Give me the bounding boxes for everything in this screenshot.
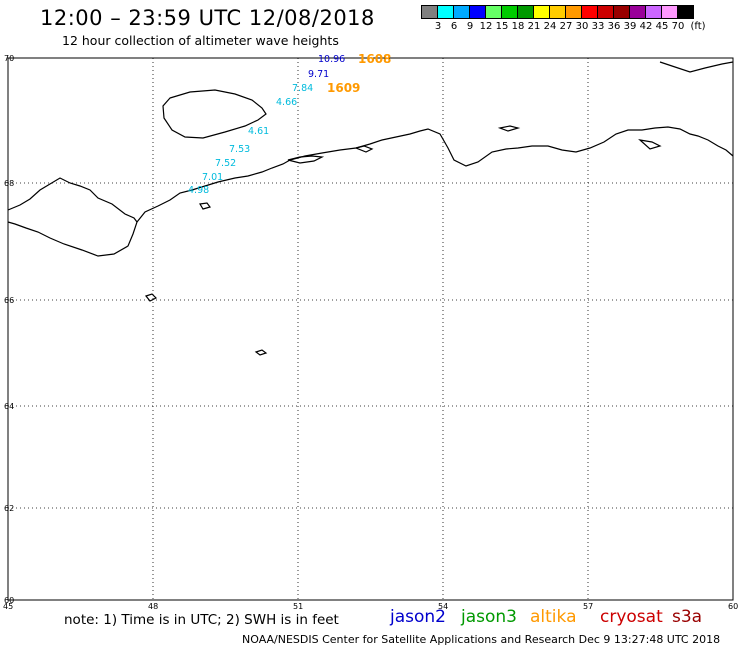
small-islet-5	[497, 125, 521, 132]
small-islet-6	[199, 202, 212, 210]
scale-label: 45	[655, 21, 669, 32]
latitude-label: 68	[4, 179, 14, 188]
satellite-altika: altika	[530, 607, 577, 627]
pass-time-label: 1609	[327, 81, 360, 95]
satellite-cryosat: cryosat	[600, 607, 663, 627]
pass-time-labels: 1608 1609	[327, 52, 391, 95]
wave-height-scale-labels: 3 6 9 12 15 18 21 24 27 30 33 36 39 42 45 70 (ft)	[422, 21, 740, 35]
wave-height-labels: 10.96 9.71 7.84 4.66 4.61 7.53 7.52 7.01 4.98	[188, 54, 345, 196]
satellite-jason2: jason2	[390, 607, 446, 627]
wave-height-value: 7.52	[215, 158, 236, 169]
latitude-label: 70	[4, 54, 14, 63]
latitude-label: 64	[4, 402, 14, 411]
scale-label: 33	[591, 21, 605, 32]
scale-label: 24	[543, 21, 557, 32]
scale-label: 39	[623, 21, 637, 32]
longitude-label: 45	[3, 602, 13, 610]
footer-credit: NOAA/NESDIS Center for Satellite Applica…	[242, 633, 721, 646]
coastline	[7, 61, 734, 356]
note-text: note: 1) Time is in UTC; 2) SWH is in fe…	[64, 612, 339, 628]
page-subtitle: 12 hour collection of altimeter wave hei…	[62, 33, 339, 48]
small-islet-4	[254, 349, 268, 356]
map-frame	[7, 57, 734, 601]
scale-label: 27	[559, 21, 573, 32]
latitude-label: 66	[4, 296, 14, 305]
latitude-label: 62	[4, 504, 14, 513]
scale-label: 70	[671, 21, 685, 32]
wave-height-value: 7.01	[202, 172, 223, 183]
altimeter-map: 10.96 9.71 7.84 4.66 4.61 7.53 7.52 7.01 4.98 16…	[3, 52, 738, 610]
kolguev-island	[162, 89, 267, 139]
wave-height-value: 4.61	[248, 126, 269, 137]
scale-label: 15	[495, 21, 509, 32]
longitude-label: 48	[148, 602, 158, 610]
scale-label: 21	[527, 21, 541, 32]
scale-label: 6	[450, 21, 458, 32]
small-islet-3	[144, 293, 158, 302]
latitude-labels: 70 68 66 64 62 60	[4, 54, 14, 605]
kanin-peninsula-coast	[136, 126, 734, 223]
longitude-labels: 45 48 51 54 57 60	[3, 602, 738, 610]
longitude-label: 57	[583, 602, 593, 610]
wave-height-value: 7.53	[229, 144, 250, 155]
scale-label: 3	[434, 21, 442, 32]
satellite-s3a: s3a	[672, 607, 703, 627]
scale-label: (ft)	[690, 21, 706, 32]
scale-label: 30	[575, 21, 589, 32]
scale-label: 42	[639, 21, 653, 32]
small-island-1	[287, 155, 325, 164]
longitude-label: 54	[438, 602, 448, 610]
novaya-zemlya-south	[659, 61, 734, 73]
latitude-label: 60	[4, 596, 14, 605]
wave-height-value: 7.84	[292, 83, 313, 94]
mainland-coast	[7, 177, 138, 257]
small-island-2	[354, 145, 374, 153]
wave-height-value: 9.71	[308, 69, 329, 80]
scale-label: 18	[511, 21, 525, 32]
longitude-label: 51	[293, 602, 303, 610]
wave-height-color-scale	[421, 5, 694, 19]
longitude-label: 60	[728, 602, 738, 610]
graticule	[8, 58, 733, 600]
wave-height-value: 4.98	[188, 185, 209, 196]
scale-label: 36	[607, 21, 621, 32]
satellite-jason3: jason3	[461, 607, 517, 627]
page-title: 12:00 – 23:59 UTC 12/08/2018	[40, 6, 375, 30]
pass-time-label: 1608	[358, 52, 391, 66]
scale-label: 9	[466, 21, 474, 32]
wave-height-value: 10.96	[318, 54, 345, 65]
scale-swatch	[677, 5, 694, 19]
wave-height-value: 4.66	[276, 97, 297, 108]
scale-label: 12	[479, 21, 493, 32]
island-vaygach	[638, 139, 662, 150]
